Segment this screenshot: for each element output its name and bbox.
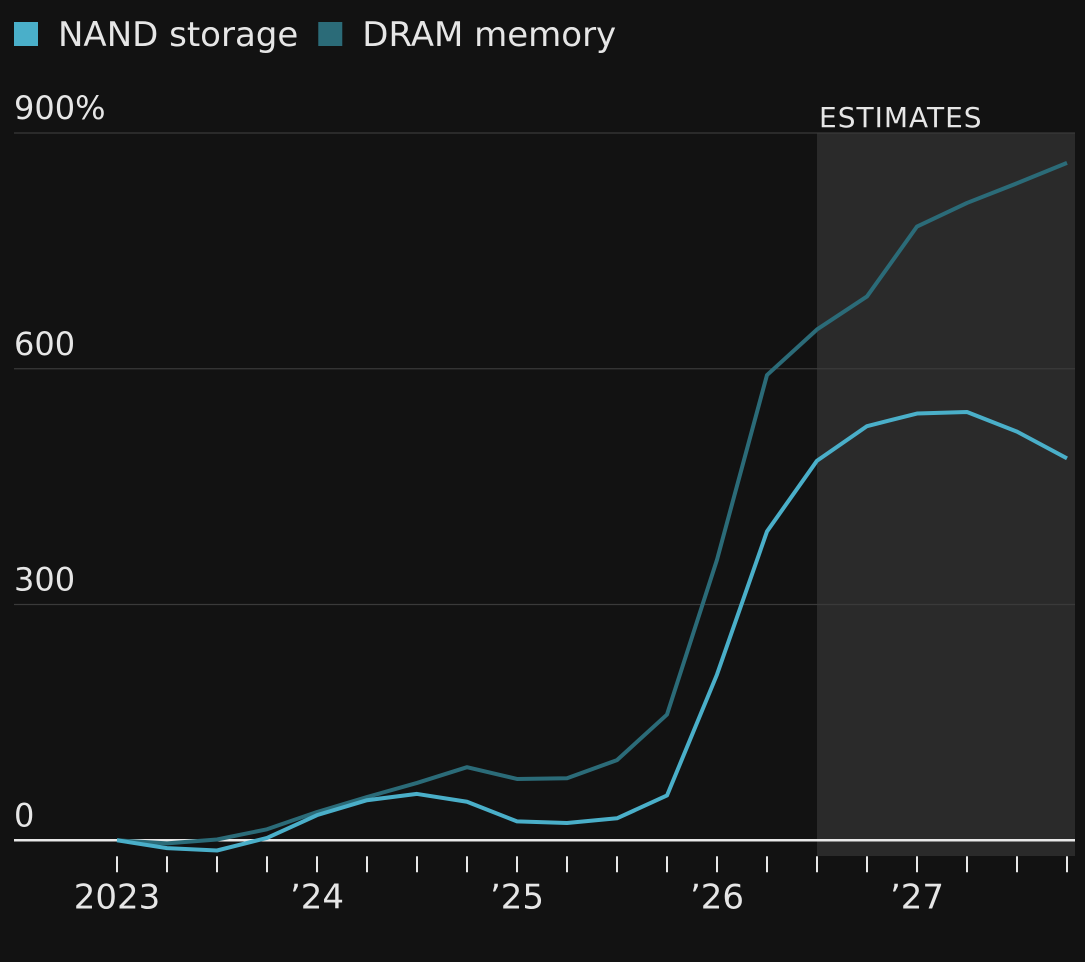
legend-label: NAND storage	[58, 15, 298, 55]
x-tick-label: ’27	[890, 877, 944, 917]
legend-swatch	[318, 22, 343, 46]
y-tick-label: 600	[14, 325, 75, 363]
series-line	[116, 161, 1068, 846]
series-line	[116, 409, 1068, 853]
y-tick-label: 900%	[14, 89, 105, 127]
x-tick-label: ’25	[490, 877, 544, 917]
x-tick-label: 2023	[74, 877, 161, 917]
legend-swatch	[14, 22, 38, 46]
x-tick-label: ’24	[290, 877, 344, 917]
estimates-label: ESTIMATES	[819, 101, 983, 134]
y-tick-label: 0	[14, 796, 34, 834]
estimates-region	[817, 133, 1075, 856]
legend-label: DRAM memory	[362, 15, 616, 55]
y-tick-label: 300	[14, 561, 75, 599]
x-tick-label: ’26	[690, 877, 744, 917]
